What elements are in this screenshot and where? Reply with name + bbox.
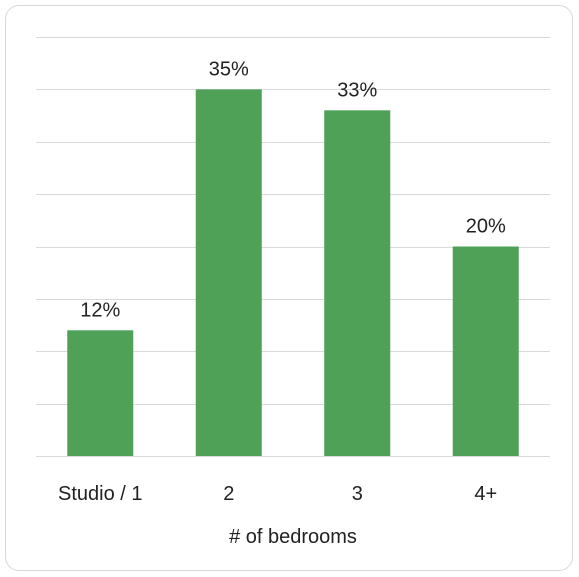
bar-3 [324, 110, 391, 456]
bar-2 [195, 89, 262, 456]
x-axis-title: # of bedrooms [229, 526, 357, 548]
x-tick-label-4: 4+ [474, 483, 497, 505]
data-label-4: 20% [466, 216, 506, 238]
data-label-2: 35% [209, 58, 249, 80]
data-label-3: 33% [337, 79, 377, 101]
x-tick-label-1: Studio / 1 [58, 483, 143, 505]
bar-4 [452, 246, 519, 456]
x-tick-labels: Studio / 1 2 3 4+ [58, 483, 497, 505]
data-label-1: 12% [80, 299, 120, 321]
x-tick-label-2: 2 [223, 483, 234, 505]
bars [67, 89, 519, 456]
x-tick-label-3: 3 [352, 483, 363, 505]
data-labels: 12% 35% 33% 20% [80, 58, 506, 321]
bar-1 [67, 330, 134, 456]
